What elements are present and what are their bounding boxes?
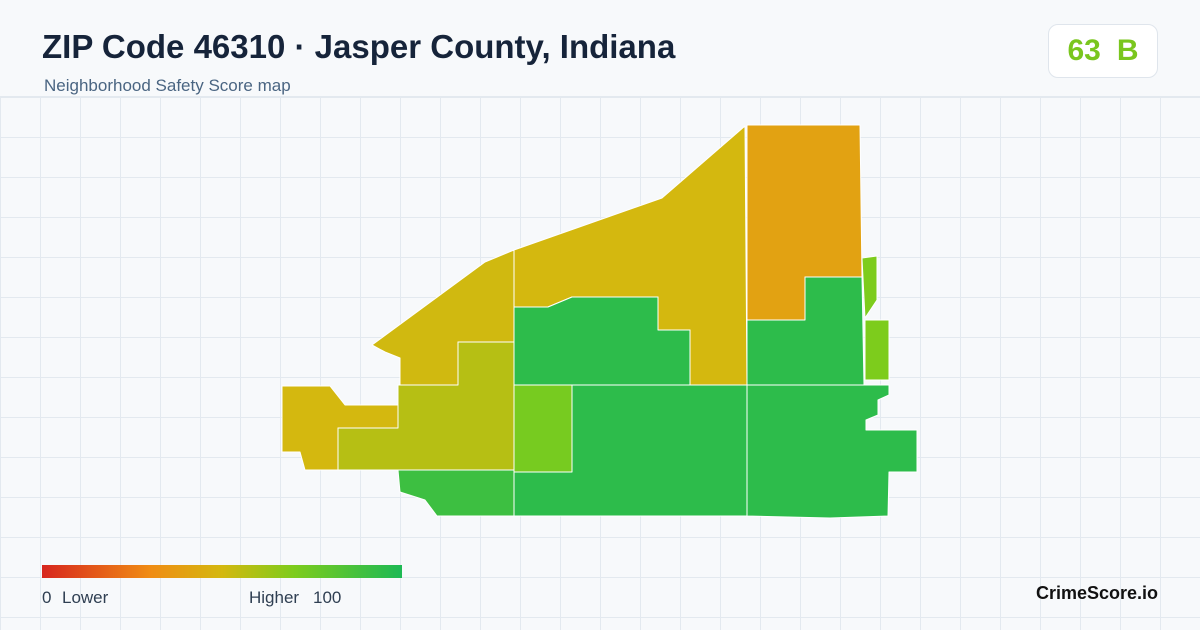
legend-max: 100 (313, 588, 342, 607)
brand: CrimeScore.io (1035, 583, 1158, 603)
zip-region (746, 384, 918, 519)
legend-min: 0 (42, 588, 52, 607)
legend-max-label: Higher (249, 588, 300, 607)
title: ZIP Code 46310 · Jasper County, Indiana (42, 28, 676, 65)
zip-region (513, 384, 573, 473)
subtitle: Neighborhood Safety Score map (44, 76, 291, 95)
score-grade: B (1116, 34, 1139, 67)
legend-min-label: Lower (62, 588, 109, 607)
zip-region (861, 255, 890, 381)
score-badge: 63 B (1048, 24, 1158, 78)
zip-region (397, 469, 515, 517)
score-value: 63 (1067, 34, 1101, 67)
legend-bar (42, 565, 402, 578)
